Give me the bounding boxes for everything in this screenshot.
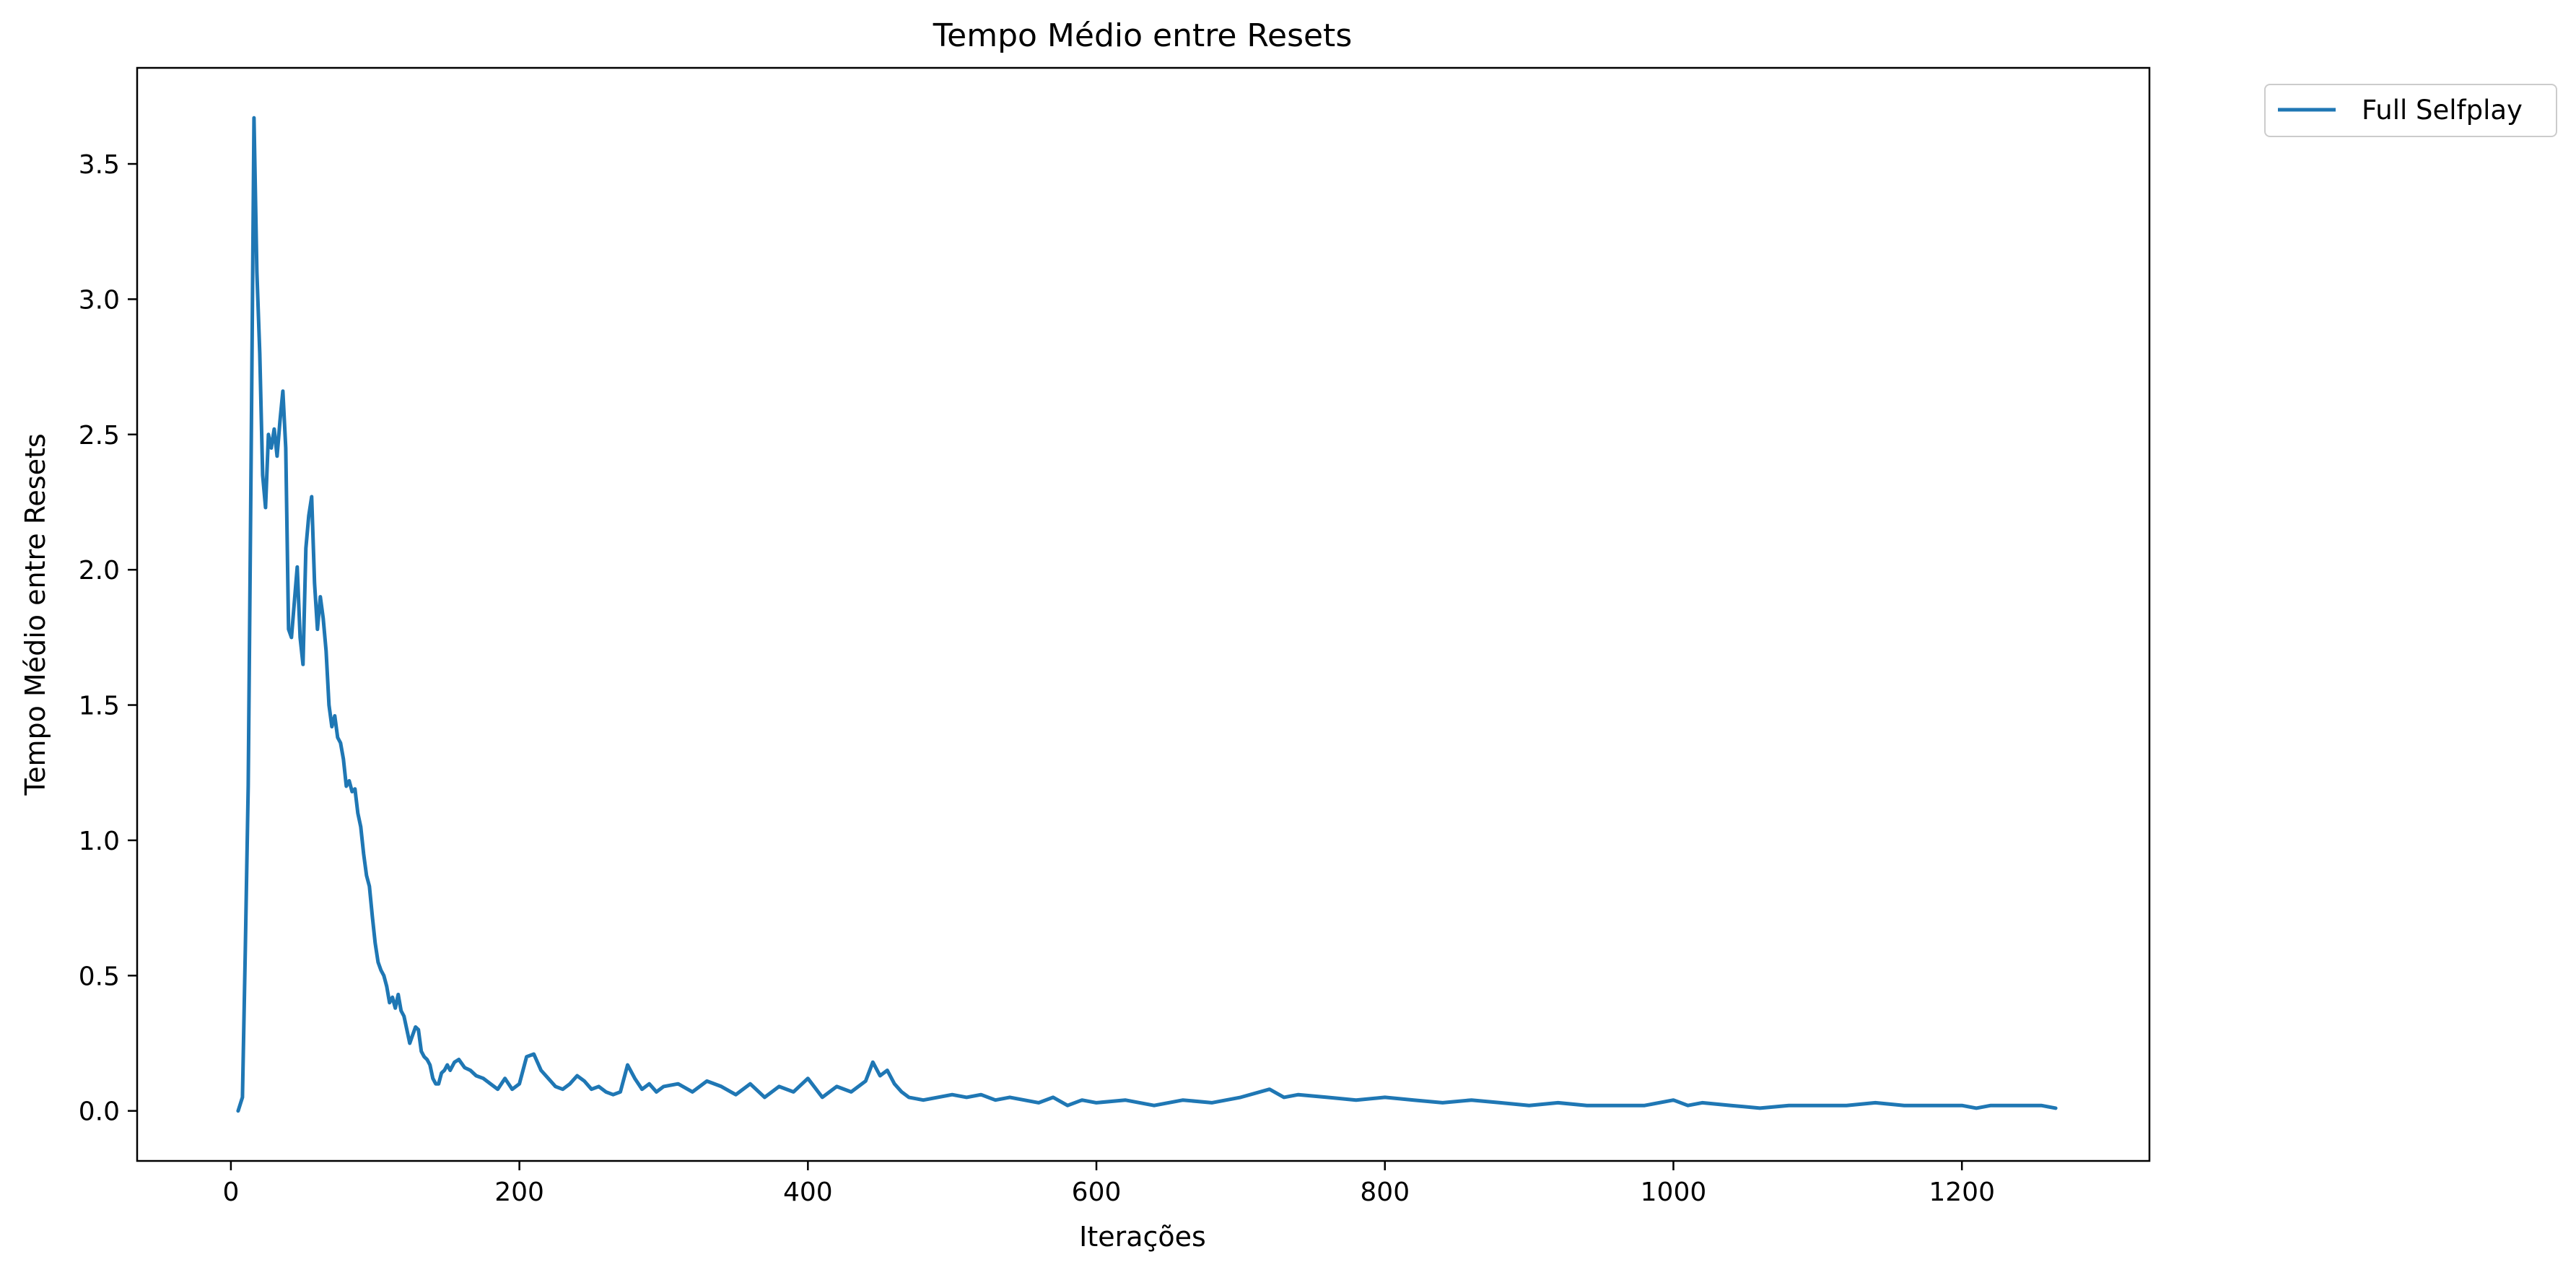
y-tick-label: 1.0 xyxy=(79,827,120,856)
x-tick-label: 0 xyxy=(222,1178,239,1207)
x-tick-label: 200 xyxy=(494,1178,544,1207)
y-tick-label: 2.0 xyxy=(79,556,120,586)
x-tick-label: 400 xyxy=(783,1178,833,1207)
x-tick-label: 1200 xyxy=(1929,1178,1995,1207)
x-axis-label: Iterações xyxy=(1079,1221,1206,1253)
plot-frame xyxy=(136,66,2151,1162)
y-tick-label: 0.0 xyxy=(79,1097,120,1127)
legend: Full Selfplay xyxy=(2264,84,2557,137)
x-tick-label: 800 xyxy=(1360,1178,1410,1207)
legend-box xyxy=(2264,84,2557,137)
x-axis: 0 200 400 600 800 1000 1200 xyxy=(222,1161,1995,1207)
x-tick-label: 600 xyxy=(1072,1178,1122,1207)
y-axis: 0.0 0.5 1.0 1.5 2.0 2.5 3.0 3.5 xyxy=(79,150,137,1127)
y-tick-label: 0.5 xyxy=(79,962,120,991)
legend-label: Full Selfplay xyxy=(2362,95,2523,126)
series-line-full-selfplay xyxy=(236,116,2058,1113)
y-tick-label: 2.5 xyxy=(79,421,120,451)
x-tick-label: 1000 xyxy=(1641,1178,1707,1207)
y-axis-label: Tempo Médio entre Resets xyxy=(19,433,51,796)
y-tick-label: 1.5 xyxy=(79,692,120,721)
y-tick-label: 3.5 xyxy=(79,150,120,180)
chart-title: Tempo Médio entre Resets xyxy=(933,17,1353,54)
y-tick-label: 3.0 xyxy=(79,285,120,315)
